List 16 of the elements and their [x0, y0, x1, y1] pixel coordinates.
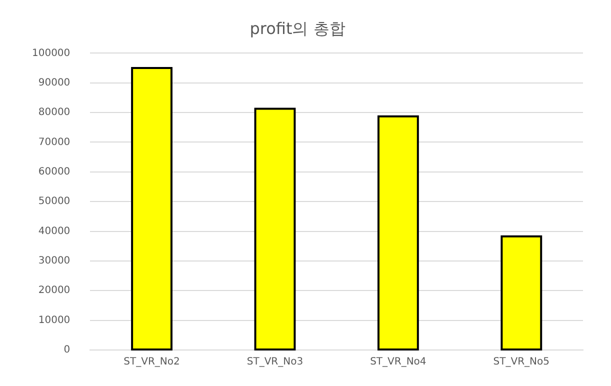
y-tick-label: 50000	[38, 196, 70, 208]
y-tick-label: 20000	[38, 285, 70, 296]
y-tick-label: 60000	[38, 166, 70, 178]
y-tick-label: 80000	[38, 107, 70, 118]
x-tick-label: ST_VR_No4	[370, 356, 426, 368]
x-tick-label: ST_VR_No5	[493, 356, 550, 368]
y-tick-label: 70000	[38, 136, 70, 148]
chart-title: profit의 총합	[250, 18, 346, 38]
y-tick-label: 30000	[38, 256, 70, 267]
y-tick-label: 0	[64, 344, 70, 356]
x-tick-label: ST_VR_No3	[246, 356, 304, 368]
y-tick-label: 100000	[32, 48, 70, 59]
y-tick-label: 90000	[38, 77, 70, 88]
y-tick-label: 10000	[38, 314, 70, 326]
x-tick-label: ST_VR_No2	[124, 356, 180, 368]
y-tick-label: 40000	[38, 226, 70, 237]
